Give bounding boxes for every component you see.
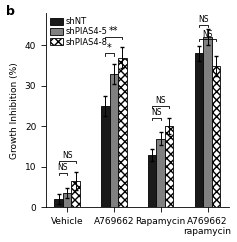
Text: NS: NS xyxy=(155,96,166,105)
Text: NS: NS xyxy=(62,151,72,160)
Text: NS: NS xyxy=(202,30,213,38)
Bar xyxy=(203,37,212,207)
Bar xyxy=(110,74,118,207)
Bar xyxy=(101,106,110,207)
Text: NS: NS xyxy=(151,108,162,117)
Bar xyxy=(54,199,63,207)
Bar xyxy=(148,155,156,207)
Text: *: * xyxy=(107,43,112,53)
Bar xyxy=(195,53,203,207)
Y-axis label: Growth Inhibition (%): Growth Inhibition (%) xyxy=(10,62,19,159)
Bar xyxy=(212,66,220,207)
Text: NS: NS xyxy=(58,163,68,172)
Bar xyxy=(71,181,80,207)
Bar xyxy=(118,58,127,207)
Text: b: b xyxy=(6,5,15,18)
Text: NS: NS xyxy=(198,15,209,24)
Bar xyxy=(63,193,71,207)
Legend: shNT, shPIAS4-5, shPIAS4-8: shNT, shPIAS4-5, shPIAS4-8 xyxy=(50,17,107,47)
Bar xyxy=(156,138,165,207)
Bar xyxy=(165,126,173,207)
Text: **: ** xyxy=(109,26,119,37)
